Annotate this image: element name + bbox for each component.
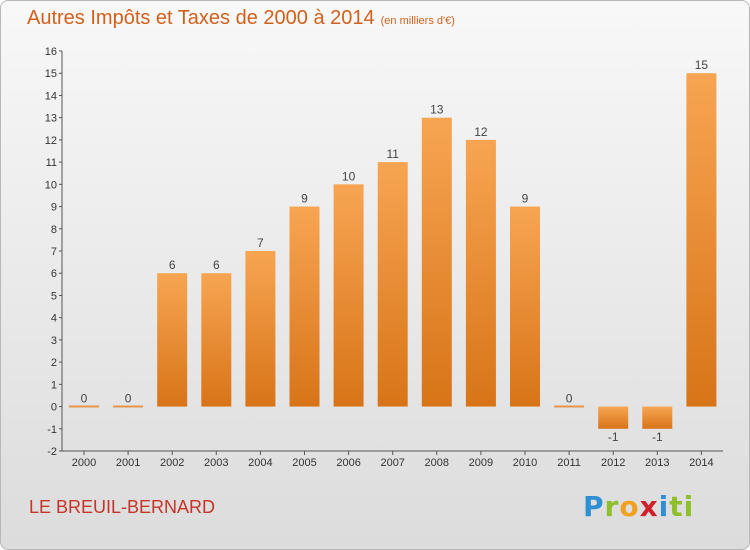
x-tick-label: 2005 [292, 457, 316, 469]
data-label: 0 [566, 392, 573, 406]
x-tick-label: 2007 [380, 457, 404, 469]
x-tick-label: 2012 [601, 457, 625, 469]
proxiti-logo: Proxiti [583, 490, 695, 523]
bar [245, 251, 276, 407]
data-label: -1 [652, 430, 663, 444]
x-tick-label: 2010 [513, 457, 537, 469]
y-tick-label: 11 [46, 157, 57, 169]
bar [686, 73, 717, 407]
y-tick-label: 16 [45, 46, 57, 58]
x-tick-label: 2011 [557, 457, 581, 469]
data-label: 0 [125, 392, 132, 406]
x-tick-label: 2002 [160, 457, 184, 469]
y-tick-label: 14 [45, 90, 57, 102]
bar [510, 206, 540, 407]
data-label: 11 [386, 147, 399, 161]
chart-title: Autres Impôts et Taxes de 2000 à 2014 (en… [27, 7, 455, 30]
title-unit: (en milliers d'€) [380, 15, 455, 27]
data-label: 9 [522, 192, 529, 206]
x-tick-label: 2009 [469, 457, 493, 469]
y-tick-label: 10 [45, 179, 57, 191]
y-tick-label: 12 [45, 135, 57, 147]
y-tick-label: 0 [51, 402, 57, 414]
x-tick-label: 2006 [336, 457, 360, 469]
y-tick-label: 1 [51, 379, 57, 391]
y-tick-label: -2 [47, 446, 57, 458]
y-tick-label: -1 [47, 424, 57, 436]
bar [289, 206, 320, 407]
x-tick-label: 2013 [645, 457, 669, 469]
x-tick-label: 2014 [689, 457, 713, 469]
x-tick-label: 2000 [72, 457, 96, 469]
title-text: Autres Impôts et Taxes de 2000 à 2014 [27, 7, 375, 29]
bar [201, 273, 232, 407]
x-tick-label: 2008 [425, 457, 449, 469]
y-tick-label: 8 [51, 224, 57, 236]
y-tick-label: 5 [51, 290, 57, 302]
bar [642, 406, 673, 429]
y-tick-label: 13 [45, 113, 57, 125]
data-label: 6 [169, 258, 176, 272]
data-label: 12 [474, 125, 488, 139]
data-label: 6 [213, 258, 220, 272]
x-tick-label: 2003 [204, 457, 228, 469]
y-tick-label: 7 [51, 246, 57, 258]
y-tick-label: 3 [51, 335, 57, 347]
data-label: 0 [81, 392, 88, 406]
y-tick-label: 2 [51, 357, 57, 369]
bar [377, 162, 408, 407]
bar [421, 117, 452, 407]
data-label: 9 [301, 192, 308, 206]
data-label: 13 [430, 103, 444, 117]
y-tick-label: 15 [45, 68, 57, 80]
data-label: -1 [608, 430, 619, 444]
bar [465, 139, 496, 407]
y-tick-label: 4 [51, 313, 57, 325]
x-tick-label: 2001 [116, 457, 140, 469]
bar [333, 184, 364, 407]
data-label: 7 [257, 236, 264, 250]
x-tick-label: 2004 [248, 457, 272, 469]
bar [598, 406, 629, 429]
commune-name: LE BREUIL-BERNARD [29, 497, 216, 517]
y-tick-label: 9 [51, 202, 57, 214]
bar [157, 273, 188, 407]
data-label: 10 [342, 169, 356, 183]
data-label: 15 [695, 58, 709, 72]
y-tick-label: 6 [51, 268, 57, 280]
